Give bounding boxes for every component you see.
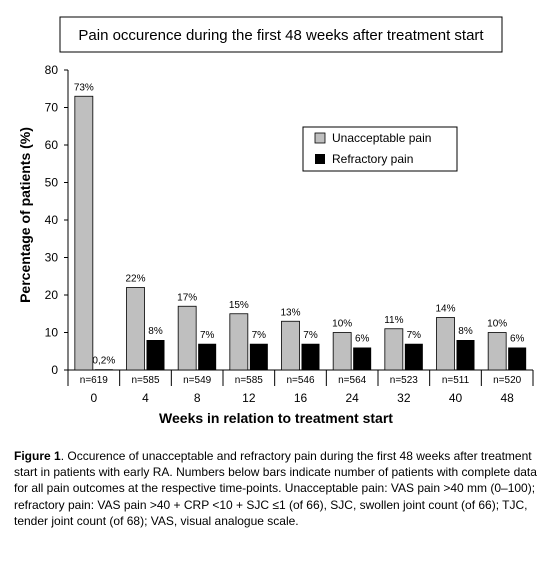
data-label-unacceptable: 13% (280, 307, 300, 318)
legend-swatch-refractory (315, 154, 325, 164)
n-label: n=549 (183, 375, 212, 386)
title-box (59, 16, 503, 53)
y-tick-label: 50 (45, 176, 59, 190)
y-tick-label: 20 (45, 288, 59, 302)
bars (74, 95, 527, 371)
chart-title: Pain occurence during the first 48 weeks… (78, 27, 484, 44)
n-label: n=511 (442, 375, 470, 386)
data-label-unacceptable: 73% (74, 82, 94, 93)
x-tick-label: 0 (90, 391, 97, 405)
y-tick-label: 40 (45, 213, 59, 227)
data-label-refractory: 8% (458, 326, 473, 337)
data-label-refractory: 7% (303, 330, 318, 341)
n-label: n=619 (80, 375, 109, 386)
bar-refractory-pain (353, 347, 372, 370)
n-label: n=523 (390, 375, 419, 386)
x-tick-label: 4 (142, 391, 149, 405)
data-label-refractory: 0,2% (92, 355, 115, 366)
axes: 0 10 20 30 40 50 60 70 80 (45, 63, 534, 386)
caption-text: . Occurence of unacceptable and refracto… (14, 449, 537, 528)
bar-unacceptable-pain (74, 95, 94, 371)
bar-refractory-pain (508, 347, 527, 370)
n-label: n=546 (286, 375, 315, 386)
y-tick-label: 80 (45, 63, 59, 77)
y-tick-label: 0 (51, 363, 58, 377)
bar-unacceptable-pain (126, 287, 145, 371)
data-label-refractory: 6% (510, 334, 525, 345)
x-tick-label: 48 (500, 391, 514, 405)
legend-box (302, 126, 458, 172)
x-tick-label: 16 (294, 391, 308, 405)
figure-caption: Figure 1. Occurence of unacceptable and … (14, 448, 544, 529)
bar-refractory-pain (249, 343, 268, 370)
bar-unacceptable-pain (281, 320, 300, 371)
bar-unacceptable-pain (436, 317, 455, 371)
data-labels: 73% 0,2% n=619 0 22% 8% n=585 4 17% 7% n=549 8 15% 7%… (74, 82, 525, 405)
x-tick-label: 24 (345, 391, 359, 405)
data-label-unacceptable: 10% (487, 319, 507, 330)
bar-unacceptable-pain (229, 313, 249, 371)
data-label-unacceptable: 22% (125, 274, 145, 285)
legend: Unacceptable pain Refractory pain (302, 126, 458, 172)
bar-unacceptable-pain (384, 328, 404, 371)
bar-unacceptable-pain (177, 305, 197, 371)
bar-refractory-pain (456, 340, 475, 370)
data-label-refractory: 7% (252, 330, 267, 341)
data-label-unacceptable: 17% (177, 292, 197, 303)
y-tick-label: 60 (45, 138, 59, 152)
caption-label: Figure 1 (14, 449, 61, 463)
bar-refractory-pain (198, 343, 217, 370)
data-label-unacceptable: 11% (384, 315, 403, 326)
y-tick-label: 30 (45, 251, 59, 265)
x-axis-label: Weeks in relation to treatment start (159, 410, 393, 426)
n-label: n=520 (493, 375, 522, 386)
y-tick-label: 70 (45, 101, 59, 115)
n-label: n=564 (338, 375, 367, 386)
bar-refractory-pain (301, 343, 320, 370)
bar-refractory-pain (404, 343, 423, 370)
x-tick-label: 8 (194, 391, 201, 405)
bar-refractory-pain (146, 340, 165, 370)
x-tick-label: 12 (242, 391, 256, 405)
n-label: n=585 (131, 375, 160, 386)
x-tick-label: 32 (397, 391, 411, 405)
y-tick-label: 10 (45, 326, 59, 340)
data-label-unacceptable: 15% (229, 300, 249, 311)
data-label-refractory: 7% (407, 330, 422, 341)
data-label-refractory: 8% (148, 326, 163, 337)
bar-chart: Pain occurence during the first 48 weeks… (17, 16, 534, 426)
legend-label-unacceptable: Unacceptable pain (332, 131, 431, 145)
y-axis-label: Percentage of patients (%) (17, 127, 33, 303)
data-label-refractory: 6% (355, 334, 370, 345)
legend-swatch-unacceptable (314, 132, 326, 144)
bar-unacceptable-pain (332, 332, 352, 371)
data-label-unacceptable: 10% (332, 319, 352, 330)
legend-label-refractory: Refractory pain (332, 152, 413, 166)
x-tick-label: 40 (449, 391, 463, 405)
n-label: n=585 (235, 375, 264, 386)
bar-unacceptable-pain (487, 332, 507, 371)
data-label-unacceptable: 14% (435, 304, 455, 315)
bar-refractory-pain (94, 369, 113, 370)
data-label-refractory: 7% (200, 330, 215, 341)
